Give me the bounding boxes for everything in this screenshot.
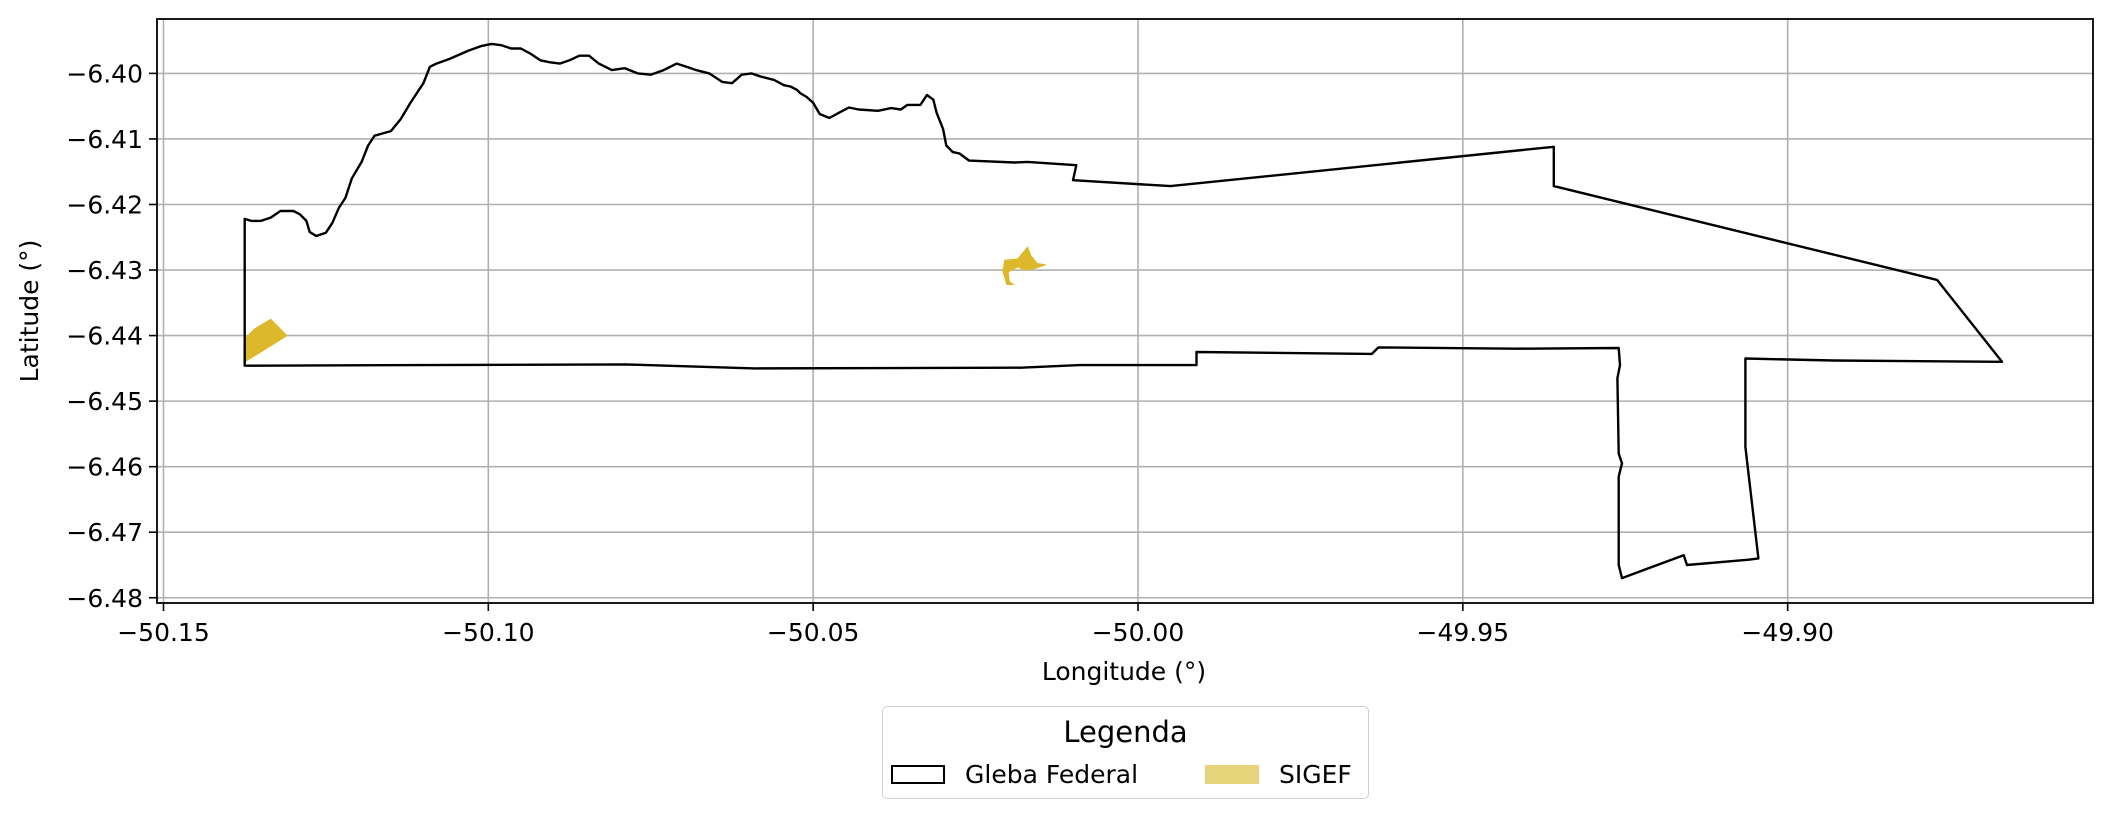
legend-label-sigef: SIGEF [1279,760,1352,789]
x-axis-ticks: −50.15 −50.10 −50.05 −50.00 −49.95 −49.90 [117,603,1834,647]
x-axis-label: Longitude (°) [1042,657,1206,686]
y-axis-label: Latitude (°) [15,240,44,383]
sigef-layer [245,247,1046,362]
legend-label-gleba-federal: Gleba Federal [965,760,1138,789]
y-tick-label: −6.41 [66,125,143,154]
legend-item-sigef: SIGEF [1205,759,1352,789]
y-tick-label: −6.43 [66,256,143,285]
legend-item-gleba-federal: Gleba Federal [891,759,1138,789]
gleba-federal-swatch [891,765,945,784]
y-tick-label: −6.46 [66,453,143,482]
y-tick-label: −6.42 [66,190,143,219]
gleba-layer [245,44,2002,578]
plot-area-frame [157,19,2093,603]
x-tick-label: −50.05 [767,618,860,647]
x-tick-label: −50.00 [1092,618,1185,647]
grid-lines [157,19,2093,603]
sigef-parcel [1003,247,1046,284]
x-tick-label: −49.90 [1741,618,1834,647]
y-tick-label: −6.48 [66,584,143,613]
x-tick-label: −50.10 [442,618,535,647]
y-tick-label: −6.40 [66,59,143,88]
sigef-parcel [245,319,287,362]
y-axis-ticks: −6.40 −6.41 −6.42 −6.43 −6.44 −6.45 −6.46 −6.47… [66,59,157,612]
gleba-federal-boundary [245,44,2002,578]
sigef-swatch [1205,765,1259,784]
legend: Legenda Gleba Federal SIGEF [882,706,1369,799]
x-tick-label: −49.95 [1417,618,1510,647]
y-tick-label: −6.47 [66,518,143,547]
x-tick-label: −50.15 [117,618,210,647]
legend-title: Legenda [883,715,1368,749]
y-tick-label: −6.44 [66,322,143,351]
y-tick-label: −6.45 [66,387,143,416]
